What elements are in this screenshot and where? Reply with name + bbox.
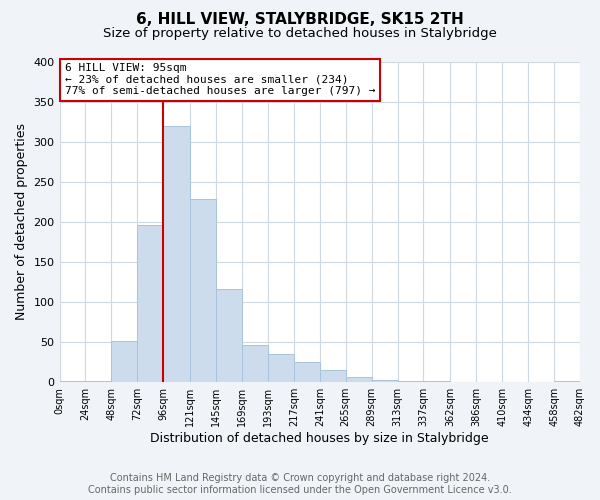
Text: 6 HILL VIEW: 95sqm
← 23% of detached houses are smaller (234)
77% of semi-detach: 6 HILL VIEW: 95sqm ← 23% of detached hou…	[65, 63, 376, 96]
Bar	[371, 380, 398, 382]
Bar	[190, 200, 216, 382]
Bar	[398, 380, 424, 382]
Bar	[320, 370, 346, 382]
Bar	[112, 342, 137, 382]
Bar	[137, 225, 163, 382]
Text: Size of property relative to detached houses in Stalybridge: Size of property relative to detached ho…	[103, 28, 497, 40]
Y-axis label: Number of detached properties: Number of detached properties	[15, 124, 28, 320]
Bar	[85, 380, 112, 382]
Bar	[346, 378, 371, 382]
Bar	[216, 289, 242, 382]
X-axis label: Distribution of detached houses by size in Stalybridge: Distribution of detached houses by size …	[151, 432, 489, 445]
Text: Contains HM Land Registry data © Crown copyright and database right 2024.
Contai: Contains HM Land Registry data © Crown c…	[88, 474, 512, 495]
Bar	[294, 362, 320, 382]
Bar	[242, 346, 268, 382]
Bar	[554, 380, 580, 382]
Bar	[268, 354, 294, 382]
Text: 6, HILL VIEW, STALYBRIDGE, SK15 2TH: 6, HILL VIEW, STALYBRIDGE, SK15 2TH	[136, 12, 464, 28]
Bar	[59, 380, 85, 382]
Bar	[163, 126, 190, 382]
